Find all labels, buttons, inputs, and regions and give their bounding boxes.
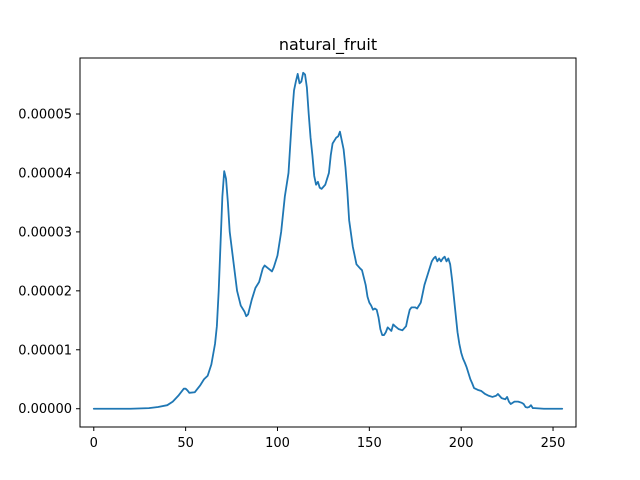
y-tick-label-4: 0.00004 (18, 166, 72, 181)
plot-area (80, 58, 576, 427)
series-line-layer (92, 71, 564, 410)
x-tick-label-5: 250 (541, 436, 566, 451)
x-tick-label-2: 100 (265, 436, 290, 451)
series-line-0 (92, 71, 564, 410)
y-tick-label-2: 0.00002 (18, 284, 72, 299)
x-tick-label-3: 150 (357, 436, 382, 451)
y-tick-label-1: 0.00001 (18, 343, 72, 358)
x-axis: 0 50 100 150 200 250 (90, 427, 566, 451)
y-axis: 0.00000 0.00001 0.00002 0.00003 0.00004 0.000… (18, 107, 80, 417)
x-tick-label-0: 0 (90, 436, 98, 451)
y-tick-label-3: 0.00003 (18, 225, 72, 240)
x-tick-label-1: 50 (177, 436, 194, 451)
y-tick-label-5: 0.00005 (18, 107, 72, 122)
chart-title: natural_fruit (279, 35, 377, 55)
plot-frame (79, 57, 577, 428)
y-tick-label-0: 0.00000 (18, 402, 72, 417)
x-tick-label-4: 200 (449, 436, 474, 451)
